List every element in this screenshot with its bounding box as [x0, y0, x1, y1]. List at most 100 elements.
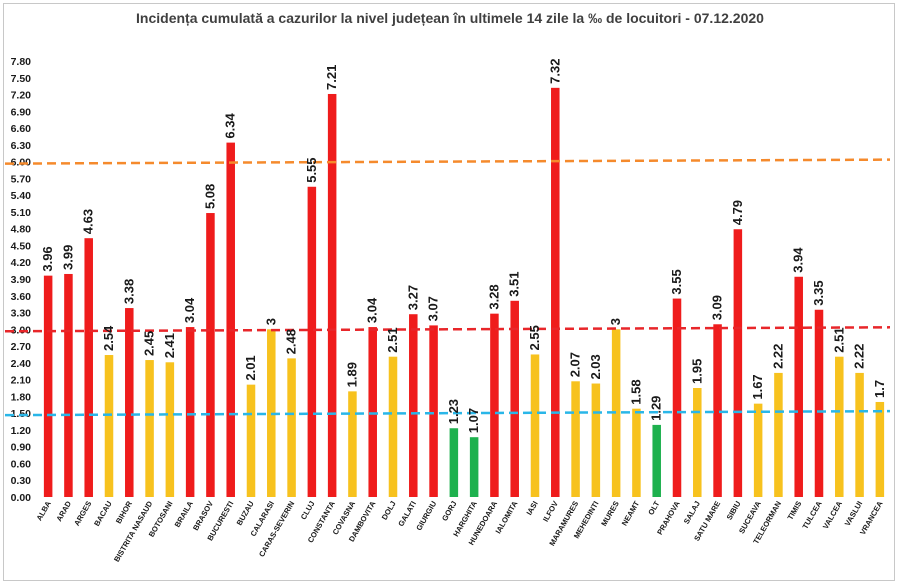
bar-galati	[409, 314, 418, 497]
data-label: 3.51	[507, 271, 522, 296]
data-label: 3.09	[710, 295, 725, 320]
bar-vrancea	[875, 401, 885, 497]
data-label: 2.51	[831, 327, 846, 352]
bar-constanta	[327, 93, 337, 497]
bar-dambovita	[368, 327, 377, 497]
data-labels: 3.96 3.99 4.63 2.54 3.38 2.45 2.41 3.04 5.08 6.34…	[40, 59, 887, 434]
bar-valcea	[835, 356, 844, 497]
data-label: 7.32	[547, 59, 562, 84]
data-label: 3.35	[811, 280, 826, 305]
category-label: OLT	[646, 499, 661, 516]
data-label: 3.99	[60, 245, 75, 270]
data-label: 5.08	[202, 184, 217, 209]
y-tick-label: 6.90	[11, 106, 32, 118]
data-label: 1.23	[446, 399, 461, 424]
y-tick-label: 4.20	[11, 257, 32, 269]
y-tick-label: 0.60	[11, 458, 32, 470]
bar-giurgiu	[429, 325, 438, 497]
bar-botosani	[165, 362, 175, 497]
category-label: BIHOR	[114, 499, 134, 525]
y-tick-label: 0.30	[11, 475, 32, 487]
y-tick-label: 7.50	[11, 73, 32, 85]
bar-timis	[794, 276, 803, 497]
bar-buzau	[246, 384, 256, 497]
data-label: 2.41	[162, 333, 177, 358]
bar-neamt	[632, 408, 641, 497]
category-label: CLUJ	[299, 500, 317, 522]
y-tick-label: 5.10	[11, 207, 32, 219]
bar-alba	[43, 275, 53, 497]
data-label: 3.94	[791, 247, 806, 273]
bar-bacau	[104, 355, 114, 497]
bar-braila	[185, 327, 195, 497]
category-label: SIBIU	[725, 499, 743, 521]
y-tick-label: 1.20	[11, 425, 32, 437]
bar-sibiu	[733, 229, 743, 497]
data-label: 2.45	[142, 331, 157, 356]
data-label: 6.34	[223, 113, 238, 139]
bar-bihor	[125, 308, 134, 497]
y-tick-label: 6.60	[11, 123, 32, 135]
y-tick-label: 4.50	[11, 240, 32, 252]
bar-ilfov	[551, 87, 560, 497]
data-label: 4.79	[730, 200, 745, 225]
category-label: TIMIS	[786, 500, 804, 522]
y-tick-label: 3.30	[11, 308, 32, 320]
bar-arges	[84, 238, 93, 497]
data-label: 1.07	[466, 408, 481, 433]
data-label: 7.21	[324, 65, 339, 90]
data-label: 3.28	[486, 284, 501, 309]
category-label: IASI	[525, 500, 540, 517]
category-label: GORJ	[440, 500, 459, 523]
data-label: 1.58	[628, 379, 643, 404]
bar-hunedoara	[490, 313, 499, 497]
data-label: 5.55	[304, 157, 319, 182]
data-label: 3.07	[426, 296, 441, 321]
bar-brasov	[206, 213, 215, 498]
y-tick-label: 2.70	[11, 341, 32, 353]
data-label: 2.01	[243, 355, 258, 380]
threshold-line	[4, 409, 891, 417]
bar-harghita	[469, 437, 479, 497]
y-tick-label: 2.10	[11, 375, 32, 387]
bar-satu-mare	[713, 324, 722, 497]
bar-suceava	[753, 403, 763, 497]
data-label: 2.07	[568, 352, 583, 377]
data-label: 1.7	[872, 380, 887, 398]
y-tick-label: 2.40	[11, 358, 32, 370]
y-tick-label: 6.30	[11, 140, 32, 152]
bar-salaj	[693, 388, 702, 497]
y-tick-label: 3.60	[11, 291, 32, 303]
category-label: VALCEA	[821, 499, 844, 530]
category-label: SALAJ	[682, 500, 702, 526]
bar-cluj	[307, 186, 317, 497]
threshold-line	[4, 158, 891, 165]
y-axis: 0.000.300.600.901.201.501.802.102.402.70…	[11, 56, 32, 504]
bar-prahova	[672, 298, 682, 497]
data-label: 3.55	[669, 269, 684, 294]
y-tick-label: 5.40	[11, 190, 32, 202]
bar-olt	[652, 424, 661, 497]
category-label: BACAU	[92, 499, 114, 528]
data-label: 3.04	[182, 297, 197, 323]
y-tick-label: 0.90	[11, 442, 32, 454]
category-label: ARAD	[54, 499, 73, 523]
data-label: 1.89	[344, 362, 359, 387]
threshold-line	[4, 326, 891, 333]
data-label: 2.55	[527, 325, 542, 350]
data-label: 2.48	[284, 329, 299, 354]
category-label: ALBA	[35, 499, 54, 522]
threshold-lines	[4, 158, 891, 417]
data-label: 3.04	[365, 297, 380, 323]
category-label: MURES	[599, 500, 621, 528]
data-label: 2.54	[101, 325, 116, 351]
data-label: 2.51	[385, 327, 400, 352]
data-label: 1.29	[649, 396, 664, 421]
data-label: 4.63	[81, 209, 96, 234]
category-label: VASLUI	[843, 500, 864, 528]
data-label: 3	[608, 318, 623, 325]
data-label: 3.27	[405, 285, 420, 310]
bar-arad	[64, 273, 73, 497]
category-label: BUZAU	[235, 499, 256, 527]
